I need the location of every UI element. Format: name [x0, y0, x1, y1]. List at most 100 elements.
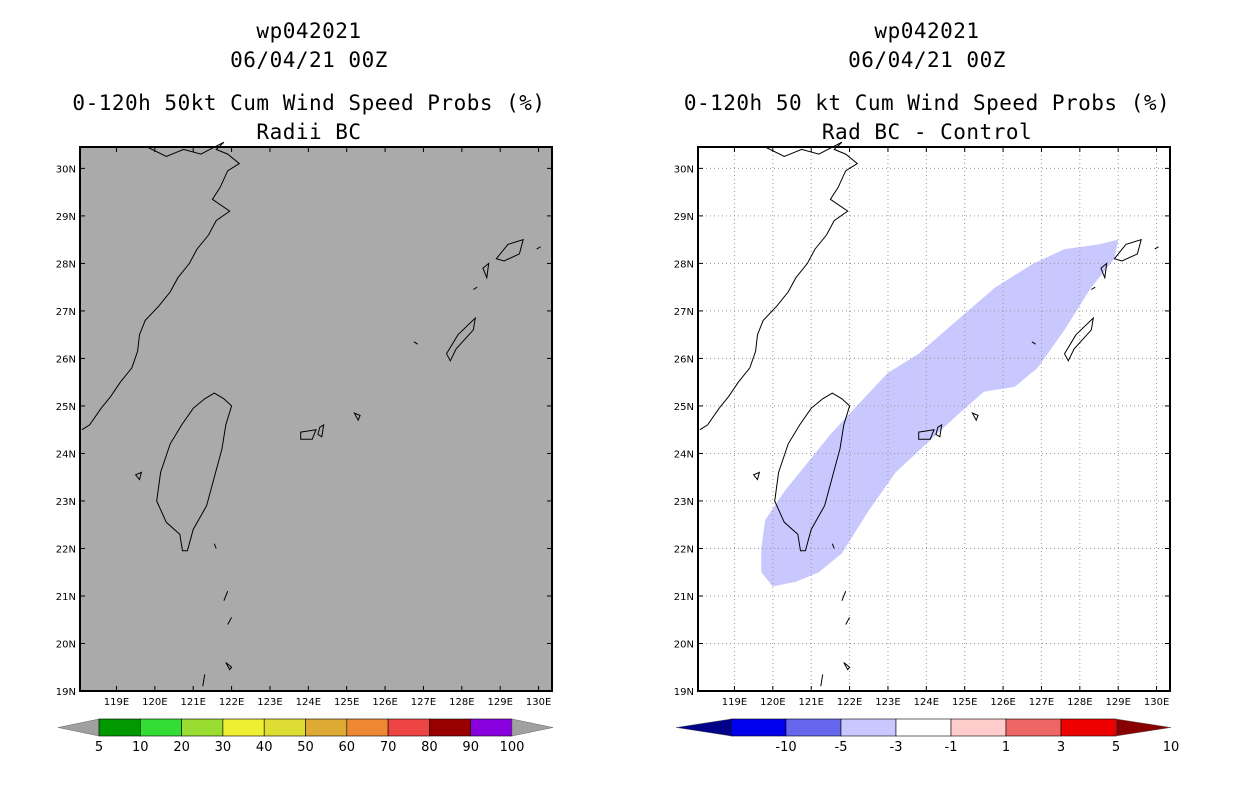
lon-tick-label: 121E	[181, 697, 206, 708]
lon-tick-label: 127E	[411, 697, 436, 708]
lon-tick-label: 119E	[104, 697, 129, 708]
lat-tick-label: 29N	[56, 212, 76, 223]
island-coastline	[227, 617, 233, 625]
storm-id-title: wp042021	[874, 19, 980, 43]
map-left: 30N 29N 28N 27N 26N 25N 24N 23N 22N 21N 20N 19N 119E…	[56, 141, 554, 755]
colorbar-label: 60	[339, 740, 356, 755]
colorbar-label: 100	[500, 740, 525, 755]
time-title: 06/04/21 00Z	[230, 48, 388, 72]
island-coastline	[1063, 316, 1095, 362]
lon-tick-label: 126E	[372, 697, 397, 708]
colorbar-arrow-low	[57, 718, 100, 737]
lon-tick-label: 124E	[296, 697, 321, 708]
gridlines	[698, 147, 1170, 691]
lat-tick-label: 21N	[56, 592, 76, 603]
colorbar-label: 40	[256, 740, 273, 755]
colorbar-swatch	[222, 718, 265, 737]
lat-tick-label: 29N	[674, 212, 694, 223]
china-coastline-north	[146, 141, 225, 158]
colorbar-label: -3	[890, 740, 903, 755]
lat-tick-label: 27N	[56, 307, 76, 318]
island-coastline	[495, 238, 524, 262]
lon-tick-label: 120E	[760, 697, 785, 708]
lon-tick-label: 122E	[837, 697, 862, 708]
coastlines	[699, 141, 1159, 687]
island-coastline	[300, 429, 317, 440]
island-coastline	[213, 543, 217, 549]
colorbar-label: 70	[380, 740, 397, 755]
lat-tick-label: 24N	[56, 449, 76, 460]
island-coastline	[1154, 246, 1159, 250]
subtitle: Radii BC	[256, 120, 362, 144]
colorbar-label: 90	[462, 740, 479, 755]
colorbar-swatch	[429, 718, 471, 737]
colorbar-swatch	[1060, 718, 1117, 737]
island-coastline	[1113, 238, 1142, 262]
lon-tick-label: 125E	[952, 697, 977, 708]
lat-tick-label: 22N	[56, 544, 76, 555]
lat-tick-label: 20N	[56, 639, 76, 650]
lon-tick-label: 121E	[799, 697, 824, 708]
china-coastline-north	[764, 141, 843, 158]
lat-tick-label: 19N	[56, 687, 76, 698]
lon-tick-label: 125E	[334, 697, 359, 708]
colorbar-swatch	[387, 718, 430, 737]
lon-tick-label: 124E	[914, 697, 939, 708]
product-title: 0-120h 50 kt Cum Wind Speed Probs (%)	[683, 91, 1171, 115]
island-coastline	[918, 429, 935, 440]
map-frame	[79, 146, 553, 692]
island-coastline	[752, 471, 761, 481]
colorbar-label: 3	[1057, 740, 1065, 755]
lon-tick-label: 120E	[142, 697, 167, 708]
island-coastline	[225, 662, 233, 671]
island-coastline	[1091, 286, 1096, 290]
island-coastline	[971, 412, 979, 422]
colorbar-label: -10	[775, 740, 796, 755]
island-coastline	[935, 423, 943, 438]
colorbar-swatch	[785, 718, 842, 737]
china-coastline	[81, 141, 241, 431]
island-coastline	[1031, 341, 1036, 345]
map-frame	[697, 146, 1171, 692]
lon-tick-label: 128E	[1067, 697, 1092, 708]
map-right: 30N 29N 28N 27N 26N 25N 24N 23N 22N 21N 20N 19N 119E…	[674, 141, 1179, 755]
lon-tick-label: 129E	[487, 697, 512, 708]
subtitle: Rad BC - Control	[821, 120, 1033, 144]
lat-tick-label: 26N	[674, 354, 694, 365]
island-coastline	[413, 341, 418, 345]
island-coastline	[1100, 262, 1108, 280]
colorbar-label: 10	[132, 740, 149, 755]
coastlines	[81, 141, 541, 687]
island-coastline	[482, 262, 490, 280]
colorbar-swatch	[950, 718, 1007, 737]
probability-difference-region	[761, 239, 1119, 587]
island-coastline	[202, 674, 206, 687]
island-coastline	[536, 246, 541, 250]
lat-tick-label: 21N	[674, 592, 694, 603]
colorbar-swatch	[895, 718, 952, 737]
island-coastline	[317, 423, 325, 438]
colorbar-label: 50	[297, 740, 314, 755]
right-panel: wp042021 06/04/21 00Z 0-120h 50 kt Cum W…	[618, 0, 1236, 800]
colorbar-swatch	[181, 718, 224, 737]
lon-tick-label: 123E	[257, 697, 282, 708]
colorbar-label: 5	[1112, 740, 1120, 755]
china-coastline	[699, 141, 859, 431]
lon-tick-label: 129E	[1105, 697, 1130, 708]
lat-tick-label: 24N	[674, 449, 694, 460]
lon-tick-label: 130E	[1144, 697, 1169, 708]
taiwan-coastline	[774, 392, 851, 552]
colorbar-arrow-high	[511, 718, 554, 737]
island-coastline	[445, 316, 477, 362]
island-coastline	[134, 471, 143, 481]
colorbar-swatch	[263, 718, 306, 737]
colorbar-arrow-low	[675, 718, 732, 737]
colorbar-swatch	[730, 718, 787, 737]
map-background	[80, 147, 552, 691]
colorbar-swatch	[305, 718, 348, 737]
lat-tick-label: 28N	[56, 259, 76, 270]
lat-tick-label: 19N	[674, 687, 694, 698]
island-coastline	[353, 412, 361, 422]
lat-tick-label: 25N	[56, 402, 76, 413]
colorbar-swatch	[98, 718, 141, 737]
